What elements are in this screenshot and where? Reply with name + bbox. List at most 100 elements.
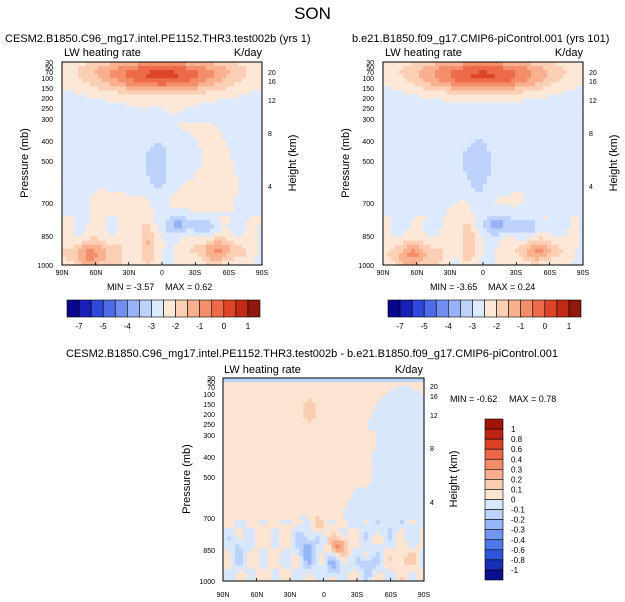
heatmap-cell: [146, 82, 151, 87]
heatmap-cell: [74, 135, 79, 140]
heatmap-cell: [571, 159, 576, 165]
heatmap-cell: [543, 98, 548, 104]
heatmap-cell: [403, 90, 408, 96]
heatmap-cell: [551, 86, 556, 92]
heatmap-cell: [439, 151, 444, 156]
heatmap-cell: [387, 126, 392, 132]
heatmap-cell: [86, 183, 91, 189]
heatmap-cell: [146, 90, 151, 96]
heatmap-cell: [118, 94, 123, 100]
heatmap-cell: [435, 126, 440, 132]
heatmap-cell: [250, 216, 255, 221]
heatmap-cell: [535, 220, 540, 225]
heatmap-cell: [242, 171, 247, 177]
heatmap-cell: [479, 175, 484, 181]
heatmap-cell: [82, 163, 87, 169]
heatmap-cell: [579, 151, 584, 156]
heatmap-cell: [62, 248, 67, 254]
heatmap-cell: [487, 212, 492, 217]
heatmap-cell: [523, 248, 528, 254]
heatmap-cell: [238, 195, 243, 201]
heatmap-cell: [419, 208, 424, 213]
heatmap-cell: [86, 256, 91, 262]
heatmap-cell: [230, 200, 235, 205]
heatmap-cell: [206, 191, 211, 197]
heatmap-cell: [182, 98, 187, 104]
heatmap-cell: [114, 122, 119, 128]
heatmap-cell: [467, 204, 472, 209]
heatmap-cell: [475, 232, 480, 238]
heatmap-cell: [254, 208, 259, 213]
heatmap-cell: [479, 66, 484, 71]
heatmap-cell: [134, 256, 139, 262]
heatmap-cell: [579, 114, 584, 120]
heatmap-cell: [547, 224, 552, 230]
heatmap-cell: [427, 212, 432, 217]
y-right-tick-label: 12: [268, 98, 276, 105]
heatmap-cell: [210, 110, 215, 116]
heatmap-cell: [511, 240, 516, 246]
heatmap-cell: [519, 70, 524, 75]
colorbar-swatch: [163, 299, 176, 318]
heatmap-cell: [150, 216, 155, 221]
heatmap-cell: [94, 167, 99, 173]
heatmap-cell: [250, 175, 255, 181]
heatmap-cell: [447, 171, 452, 177]
heatmap-cell: [162, 155, 167, 161]
heatmap-cell: [90, 74, 95, 79]
heatmap-cell: [234, 110, 239, 116]
heatmap-cell: [423, 200, 428, 205]
heatmap-cell: [126, 139, 131, 144]
heatmap-cell: [150, 256, 155, 262]
heatmap-cell: [122, 228, 127, 234]
y-tick-label: 1000: [37, 263, 53, 270]
heatmap-cell: [503, 126, 508, 132]
heatmap-cell: [507, 159, 512, 165]
heatmap-cell: [527, 151, 532, 156]
heatmap-cell: [110, 248, 115, 254]
heatmap-cell: [431, 216, 436, 221]
heatmap-cell: [138, 98, 143, 104]
heatmap-cell: [383, 208, 388, 213]
heatmap-cell: [194, 86, 199, 92]
heatmap-cell: [118, 126, 123, 132]
heatmap-cell: [194, 236, 199, 242]
heatmap-cell: [391, 86, 396, 92]
heatmap-cell: [62, 131, 67, 136]
heatmap-cell: [491, 256, 496, 262]
heatmap-cell: [70, 232, 75, 238]
heatmap-cell: [439, 228, 444, 234]
heatmap-cell: [178, 208, 183, 213]
heatmap-cell: [579, 200, 584, 205]
heatmap-cell: [527, 114, 532, 120]
heatmap-cell: [447, 208, 452, 213]
heatmap-cell: [226, 62, 231, 67]
heatmap-cell: [579, 191, 584, 197]
heatmap-cell: [483, 70, 488, 75]
heatmap-cell: [511, 236, 516, 242]
heatmap-cell: [82, 175, 87, 181]
heatmap-cell: [495, 147, 500, 152]
heatmap-cell: [254, 122, 259, 128]
heatmap-cell: [158, 228, 163, 234]
heatmap-cell: [503, 236, 508, 242]
heatmap-cell: [86, 131, 91, 136]
heatmap-cell: [110, 74, 115, 79]
heatmap-cell: [563, 110, 568, 116]
heatmap-cell: [118, 167, 123, 173]
heatmap-cell: [154, 252, 159, 258]
heatmap-cell: [226, 236, 231, 242]
heatmap-cell: [511, 110, 516, 116]
heatmap-cell: [535, 195, 540, 201]
heatmap-cell: [443, 212, 448, 217]
heatmap-cell: [511, 228, 516, 234]
heatmap-cell: [523, 110, 528, 116]
heatmap-cell: [86, 139, 91, 144]
heatmap-cell: [487, 200, 492, 205]
heatmap-cell: [242, 74, 247, 79]
heatmap-cell: [451, 244, 456, 250]
heatmap-cell: [519, 212, 524, 217]
heatmap-cell: [118, 175, 123, 181]
heatmap-cell: [391, 106, 396, 112]
heatmap-cell: [419, 139, 424, 144]
